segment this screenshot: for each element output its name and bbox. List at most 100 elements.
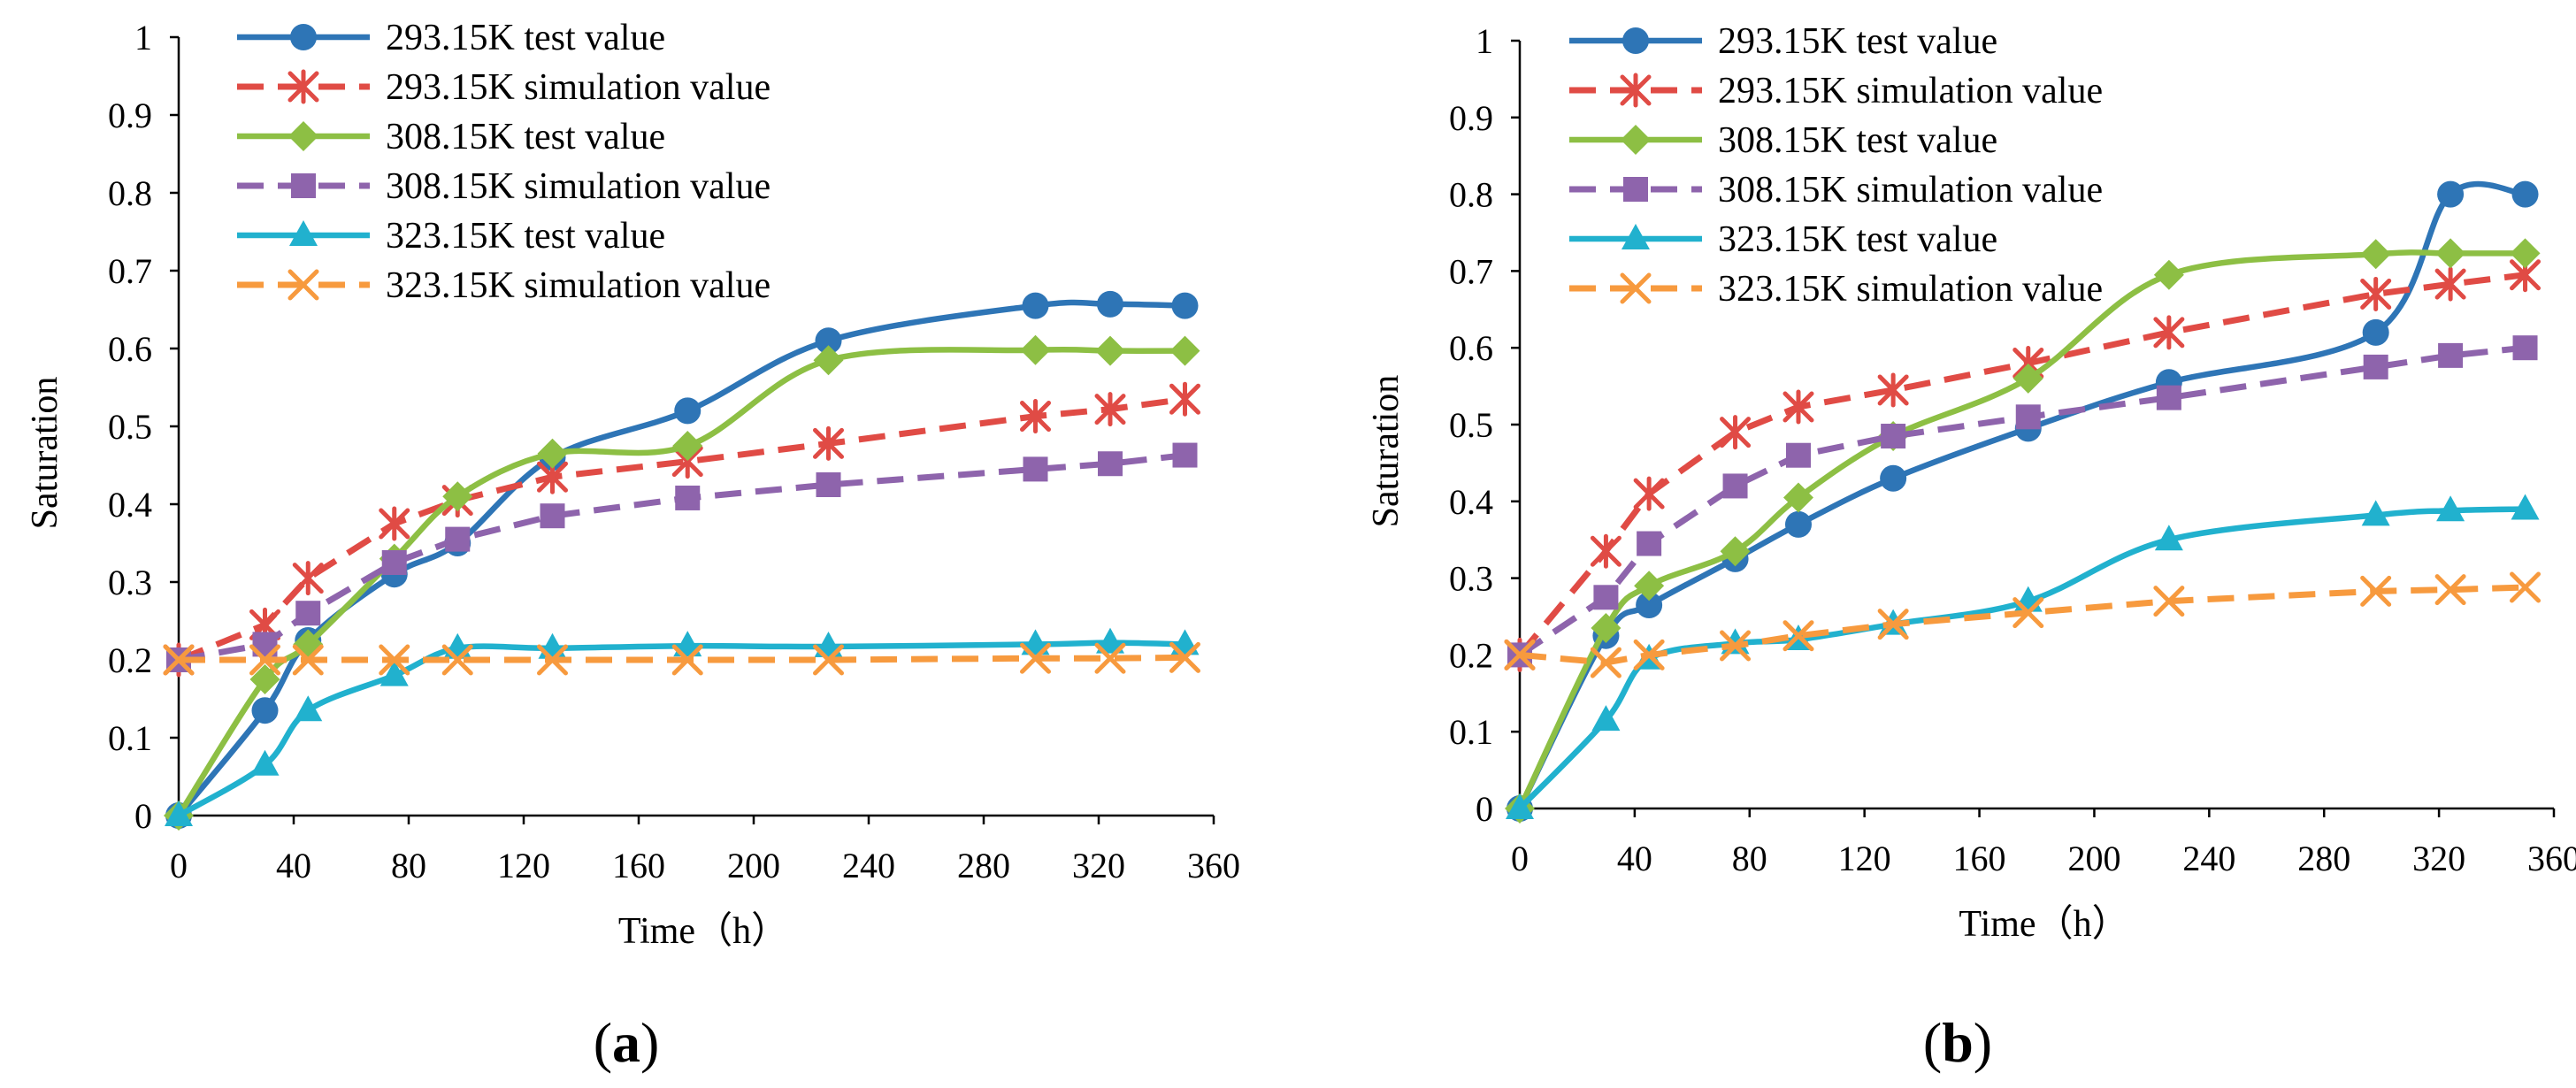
data-point (1877, 609, 1909, 640)
y-tick-label: 1 (134, 18, 152, 57)
data-point (1098, 451, 1123, 477)
data-point (540, 503, 565, 529)
data-point (2512, 335, 2538, 361)
chart-panel-b: (b) 0 0.1 0.2 0.3 0.4 0.5 0.6 0.7 0.8 0.9 1 0 40 80 12… (1366, 21, 2576, 1074)
data-point (674, 397, 702, 425)
data-point (1020, 642, 1051, 674)
data-point (2437, 180, 2465, 208)
data-point (2435, 238, 2466, 269)
legend-label: 308.15K test value (1718, 120, 1997, 161)
data-point (2154, 525, 2183, 551)
data-point (2511, 180, 2539, 208)
legend-item: 308.15K test value (1569, 120, 1997, 161)
y-axis-title: Saturation (25, 377, 65, 530)
data-point (295, 601, 321, 626)
data-point (1020, 334, 1051, 365)
series-323-15k-simulation-value (1504, 571, 2542, 678)
y-tick-label: 0.2 (1449, 635, 1493, 675)
data-point (1784, 510, 1812, 538)
panel-label-letter: a (612, 1011, 640, 1074)
y-tick-label: 0.9 (108, 96, 152, 135)
series-line (1517, 506, 2526, 811)
y-tick-label: 0.4 (1449, 482, 1493, 522)
series-308-15k-test-value (1505, 238, 2541, 824)
legend-item: 293.15K simulation value (237, 67, 770, 108)
y-tick-label: 0 (134, 796, 152, 836)
data-point (249, 644, 280, 676)
data-point (2438, 342, 2464, 368)
y-tick-label: 0.3 (1449, 559, 1493, 599)
legend: 293.15K test value 293.15K simulation val… (237, 18, 770, 306)
legend-marker (1622, 27, 1649, 54)
legend-item: 323.15K simulation value (1569, 269, 2103, 310)
x-tick-label: 0 (170, 846, 188, 885)
legend-marker (1620, 272, 1652, 304)
data-point (1504, 639, 1536, 670)
data-point (251, 697, 279, 724)
data-point (1169, 335, 1200, 366)
data-point (1095, 335, 1125, 366)
axes: 0 0.1 0.2 0.3 0.4 0.5 0.6 0.7 0.8 0.9 1 0 40 80 120 160… (1366, 21, 2576, 945)
legend-marker (1621, 125, 1651, 155)
data-point (380, 660, 409, 686)
y-tick-label: 0.3 (108, 563, 152, 602)
data-point (379, 506, 410, 541)
data-point (1634, 571, 1665, 601)
series-308-15k-simulation-value (1507, 335, 2538, 668)
panel-label-a: (a) (594, 1011, 660, 1074)
data-point (1171, 292, 1199, 319)
legend-item: 293.15K test value (237, 18, 665, 58)
data-point (381, 550, 407, 575)
data-point (379, 644, 410, 676)
x-tick-label: 280 (957, 846, 1010, 885)
x-tick-label: 200 (727, 846, 780, 885)
y-tick-label: 0.7 (108, 251, 152, 291)
legend-marker (291, 173, 316, 198)
legend-marker (1620, 73, 1652, 108)
series-293-15k-simulation-value (1504, 257, 2542, 672)
legend-marker (290, 24, 317, 50)
data-point (2153, 259, 2184, 290)
x-tick-label: 120 (1838, 839, 1891, 878)
legend-label: 323.15K test value (1718, 219, 1997, 260)
data-point (1094, 642, 1126, 674)
data-point (1169, 381, 1200, 417)
legend-label: 323.15K simulation value (1718, 269, 2103, 310)
y-tick-label: 0.5 (108, 407, 152, 447)
series-293-15k-test-value (165, 290, 1199, 829)
data-point (1782, 620, 1814, 652)
data-point (1096, 627, 1124, 654)
data-point (815, 327, 842, 355)
y-axis-title: Saturation (1366, 375, 1407, 528)
data-point (1782, 389, 1814, 425)
series-line (1518, 344, 2526, 658)
data-point (1020, 399, 1051, 434)
y-tick-label: 0.8 (108, 173, 152, 213)
data-point (1023, 456, 1048, 482)
data-point (2156, 385, 2181, 410)
data-point (2510, 238, 2541, 269)
data-point (1591, 705, 1621, 732)
data-point (537, 644, 568, 676)
data-point (2510, 571, 2542, 603)
data-point (250, 749, 280, 776)
panel-label-letter: b (1942, 1011, 1974, 1074)
data-point (816, 472, 841, 497)
legend-item: 293.15K simulation value (1569, 71, 2103, 111)
data-point (1591, 613, 1622, 644)
legend-item: 308.15K simulation value (237, 166, 770, 207)
x-tick-label: 40 (1617, 839, 1652, 878)
data-point (1593, 585, 1619, 610)
data-point (294, 695, 323, 722)
data-point (813, 345, 844, 376)
data-point (813, 425, 844, 461)
x-tick-label: 160 (1953, 839, 2006, 878)
data-point (2012, 363, 2043, 394)
data-point (2363, 354, 2388, 379)
x-axis-title: Time（h） (618, 911, 788, 952)
x-tick-label: 40 (276, 846, 311, 885)
legend-label: 308.15K test value (386, 117, 665, 157)
data-point (1720, 415, 1752, 450)
legend-label: 308.15K simulation value (386, 166, 770, 207)
data-point (1633, 476, 1665, 511)
